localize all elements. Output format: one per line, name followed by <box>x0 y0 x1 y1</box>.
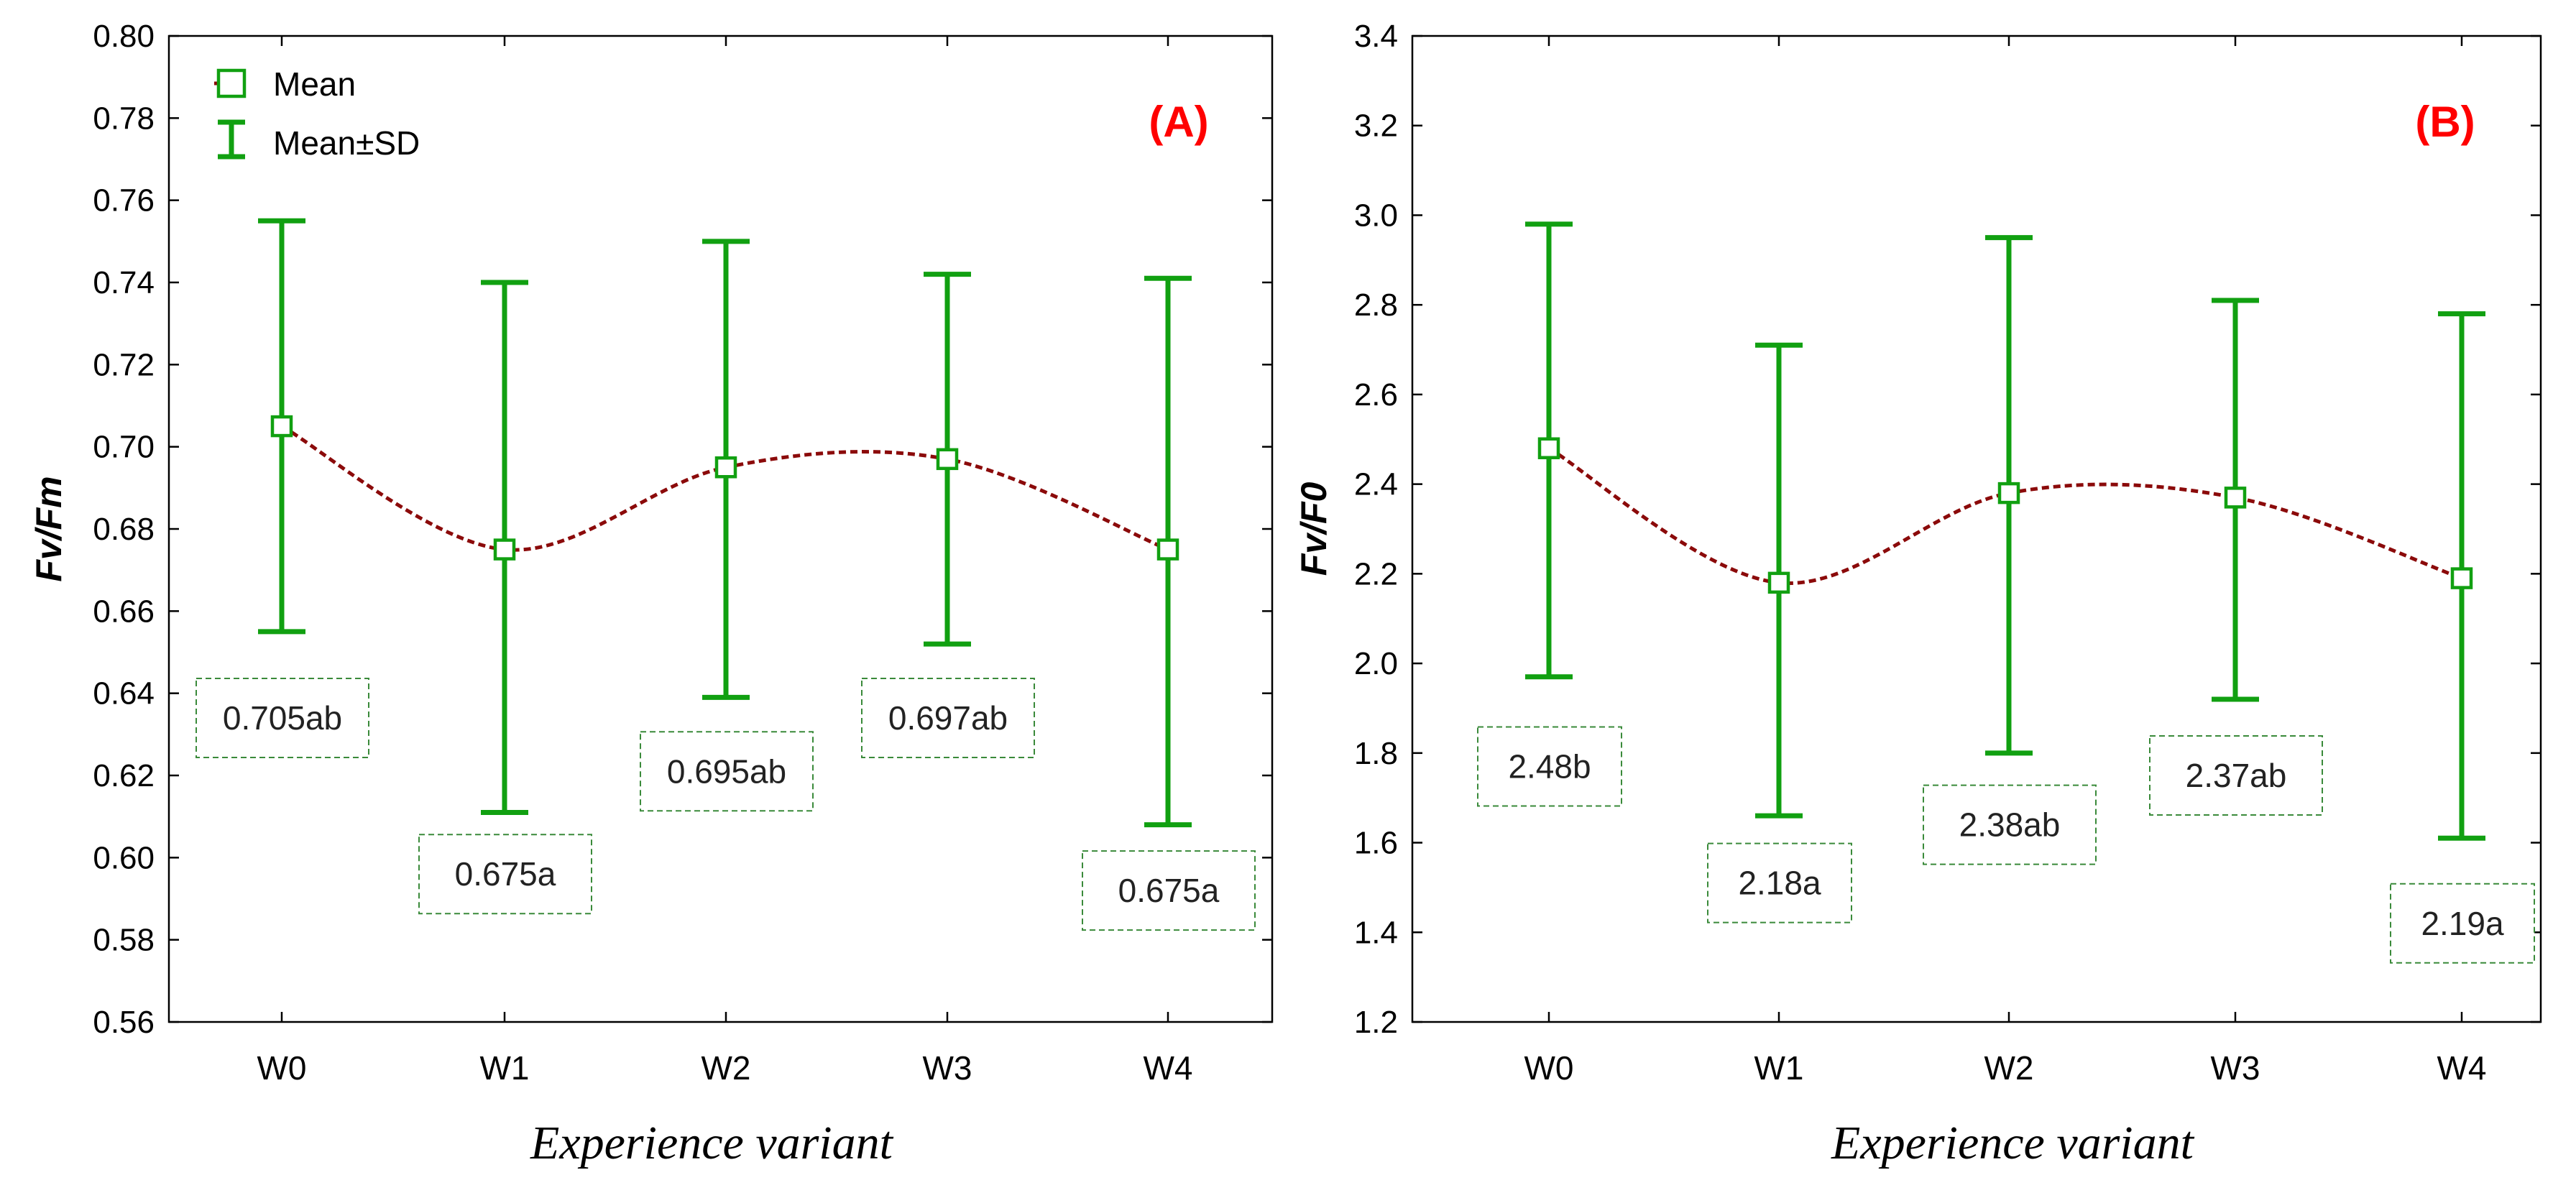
panel-b-y-tick-label: 2.8 <box>1354 287 1398 323</box>
panel-a-value-label: 0.705ab <box>223 699 342 737</box>
panel-a-x-tick-label: W4 <box>1144 1049 1193 1087</box>
panel-b-value-label: 2.38ab <box>1959 806 2061 844</box>
panel-b-mean-marker <box>1997 482 2020 505</box>
panel-a-y-tick-label: 0.72 <box>93 347 155 382</box>
panel-a-y-tick-label: 0.64 <box>93 676 155 711</box>
panel-b-mean-series-line <box>1547 446 2462 585</box>
panel-a-y-tick-label: 0.66 <box>93 594 155 629</box>
panel-b-value-label: 2.48b <box>1508 748 1591 786</box>
panel-b-plot-area <box>1411 34 2542 1023</box>
panel-a-x-tick-label: W0 <box>257 1049 307 1087</box>
panel-a-mean-marker <box>714 456 737 479</box>
panel-b-mean-marker <box>1537 437 1560 459</box>
panel-a-value-label-box <box>1082 850 1256 931</box>
panel-b-y-tick-label: 2.4 <box>1354 467 1398 502</box>
panel-a-y-tick-label: 0.76 <box>93 183 155 218</box>
panel-a-x-axis-label: Experience variant <box>530 1117 894 1169</box>
legend-mean-label: Mean <box>273 65 356 103</box>
panel-b-value-label-box <box>1707 842 1852 923</box>
panel-a-value-label: 0.697ab <box>888 699 1008 737</box>
panel-a: (A) Fv/Fm Experience variant Mean Mean±S… <box>29 19 1274 1169</box>
panel-a-x-tick-label: W3 <box>923 1049 972 1087</box>
panel-b-value-label-box <box>1477 726 1622 807</box>
panel-b-mean-marker <box>1767 571 1790 594</box>
legend: Mean Mean±SD <box>214 65 420 162</box>
panel-a-y-tick-label: 0.78 <box>93 101 155 136</box>
panel-b-x-tick-label: W0 <box>1524 1049 1574 1087</box>
panel-b-y-tick-label: 3.0 <box>1354 198 1398 233</box>
panel-a-y-tick-label: 0.58 <box>93 923 155 958</box>
panel-b-y-tick-label: 2.2 <box>1354 556 1398 591</box>
panel-b: (B) Fv/F0 Experience variant 1.2 1.4 1.6 1.… <box>1294 19 2542 1169</box>
panel-b-value-label: 2.37ab <box>2186 757 2287 794</box>
panel-a-y-tick-label: 0.60 <box>93 840 155 875</box>
panel-b-value-label-box <box>2390 883 2535 964</box>
panel-a-value-label-box <box>196 677 369 758</box>
panel-b-y-tick-label: 3.4 <box>1354 19 1398 54</box>
panel-a-value-label-box <box>418 834 592 915</box>
panel-b-y-tick-label: 2.6 <box>1354 377 1398 413</box>
panel-a-y-tick-label: 0.80 <box>93 19 155 54</box>
panel-b-y-tick-label: 1.6 <box>1354 826 1398 861</box>
panel-a-y-tick-label: 0.56 <box>93 1005 155 1040</box>
panel-b-mean-marker <box>2224 487 2247 509</box>
panel-a-value-label-box <box>640 731 814 812</box>
panel-b-y-tick-label: 1.4 <box>1354 915 1398 950</box>
panel-b-value-label-box <box>2149 735 2323 816</box>
panel-a-y-axis-label: Fv/Fm <box>29 476 69 581</box>
panel-a-mean-marker <box>936 448 959 471</box>
panel-b-x-tick-label: W3 <box>2211 1049 2260 1087</box>
panel-a-y-tick-label: 0.74 <box>93 265 155 300</box>
panel-b-y-tick-label: 3.2 <box>1354 109 1398 144</box>
panel-a-mean-marker <box>1156 538 1179 561</box>
panel-b-value-label: 2.18a <box>1738 865 1821 902</box>
panel-b-x-tick-label: W4 <box>2437 1049 2487 1087</box>
panel-b-mean-marker <box>2450 567 2473 589</box>
panel-a-label: (A) <box>1149 98 1208 146</box>
panel-b-y-tick-label: 1.8 <box>1354 736 1398 771</box>
panel-a-mean-marker <box>493 538 516 561</box>
panel-b-y-tick-label: 1.2 <box>1354 1005 1398 1040</box>
panel-b-label: (B) <box>2415 98 2475 146</box>
panel-b-x-axis-label: Experience variant <box>1831 1117 2195 1169</box>
panel-a-y-tick-label: 0.70 <box>93 430 155 465</box>
legend-mean-marker-icon <box>216 68 247 98</box>
panel-a-y-tick-label: 0.62 <box>93 758 155 793</box>
legend-sd-label: Mean±SD <box>273 124 420 162</box>
panel-a-value-label-box <box>861 677 1035 758</box>
panel-b-y-tick-label: 2.0 <box>1354 646 1398 681</box>
panel-a-x-tick-label: W2 <box>702 1049 751 1087</box>
panel-b-value-label: 2.19a <box>2421 905 2504 942</box>
panel-a-value-label: 0.695ab <box>667 752 786 790</box>
panel-a-x-tick-label: W1 <box>480 1049 530 1087</box>
panel-a-mean-marker <box>270 415 293 438</box>
panel-a-value-label: 0.675a <box>455 855 556 893</box>
panel-a-y-tick-label: 0.68 <box>93 512 155 547</box>
panel-b-x-tick-label: W1 <box>1754 1049 1804 1087</box>
panel-b-value-label-box <box>1923 784 2097 865</box>
panel-b-x-tick-label: W2 <box>1984 1049 2034 1087</box>
panel-a-value-label: 0.675a <box>1118 872 1220 909</box>
panel-b-y-axis-label: Fv/F0 <box>1294 482 1334 576</box>
